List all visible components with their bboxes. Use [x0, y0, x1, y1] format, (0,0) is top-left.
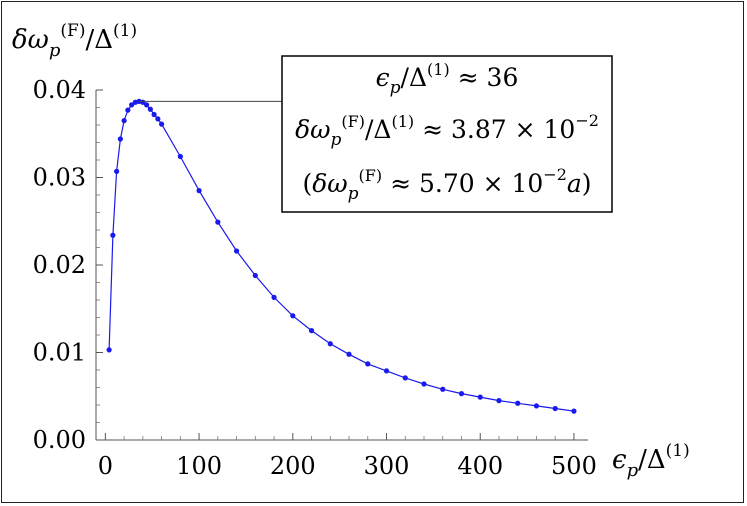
data-point: [125, 107, 131, 113]
x-tick-label: 300: [364, 452, 410, 480]
data-point: [151, 111, 157, 118]
annotation-line-2: δωp(F)/Δ(1) ≈ 3.87 × 10−2: [295, 111, 599, 150]
x-tick-label: 200: [270, 452, 316, 480]
data-point: [571, 408, 577, 414]
data-point: [421, 381, 427, 387]
data-point: [233, 248, 240, 254]
annotation-line-1: ϵp/Δ(1) ≈ 36: [376, 60, 519, 98]
data-point: [308, 328, 315, 334]
plot-series: [106, 98, 577, 414]
y-tick-label: 0.03: [33, 164, 86, 192]
x-axis-label: ϵp/Δ(1): [612, 441, 690, 481]
y-tick-label: 0.02: [33, 251, 86, 279]
y-axis-label: δωp(F)/Δ(1): [12, 21, 137, 61]
data-point: [290, 313, 296, 319]
data-point: [271, 294, 277, 300]
data-point: [496, 398, 502, 404]
x-tick-label: 400: [457, 452, 503, 480]
data-point: [155, 116, 161, 122]
data-point: [346, 351, 352, 357]
data-point: [440, 386, 446, 392]
data-point: [117, 136, 123, 142]
data-point: [196, 188, 202, 194]
data-point: [515, 400, 521, 406]
data-point: [215, 219, 221, 225]
data-point: [327, 341, 333, 347]
data-point: [365, 361, 371, 367]
annotation-box: [281, 55, 613, 213]
data-point: [129, 102, 135, 108]
data-point: [477, 394, 483, 400]
y-tick-label: 0.00: [33, 426, 86, 454]
data-point: [147, 106, 153, 112]
data-point: [114, 168, 120, 174]
y-tick-label: 0.01: [33, 339, 86, 367]
data-point: [110, 232, 116, 238]
data-point: [552, 405, 558, 412]
data-point: [159, 121, 165, 127]
x-tick-label: 100: [176, 452, 222, 480]
y-tick-label: 0.04: [33, 76, 86, 104]
x-tick-label: 0: [98, 452, 113, 480]
data-point: [252, 272, 258, 279]
x-tick-label: 500: [551, 452, 597, 480]
data-point: [177, 153, 183, 160]
data-point: [533, 403, 540, 409]
data-point: [458, 391, 465, 397]
axes: 0.00 0.01 0.02 0.03 0.04 0 100 200 300 400 500: [33, 76, 597, 480]
data-point: [402, 375, 408, 381]
data-point: [106, 347, 112, 353]
annotation-line-3: (δωp(F) ≈ 5.70 × 10−2a): [302, 165, 591, 204]
data-point: [383, 368, 390, 374]
data-point: [144, 102, 150, 108]
data-point: [121, 118, 127, 124]
